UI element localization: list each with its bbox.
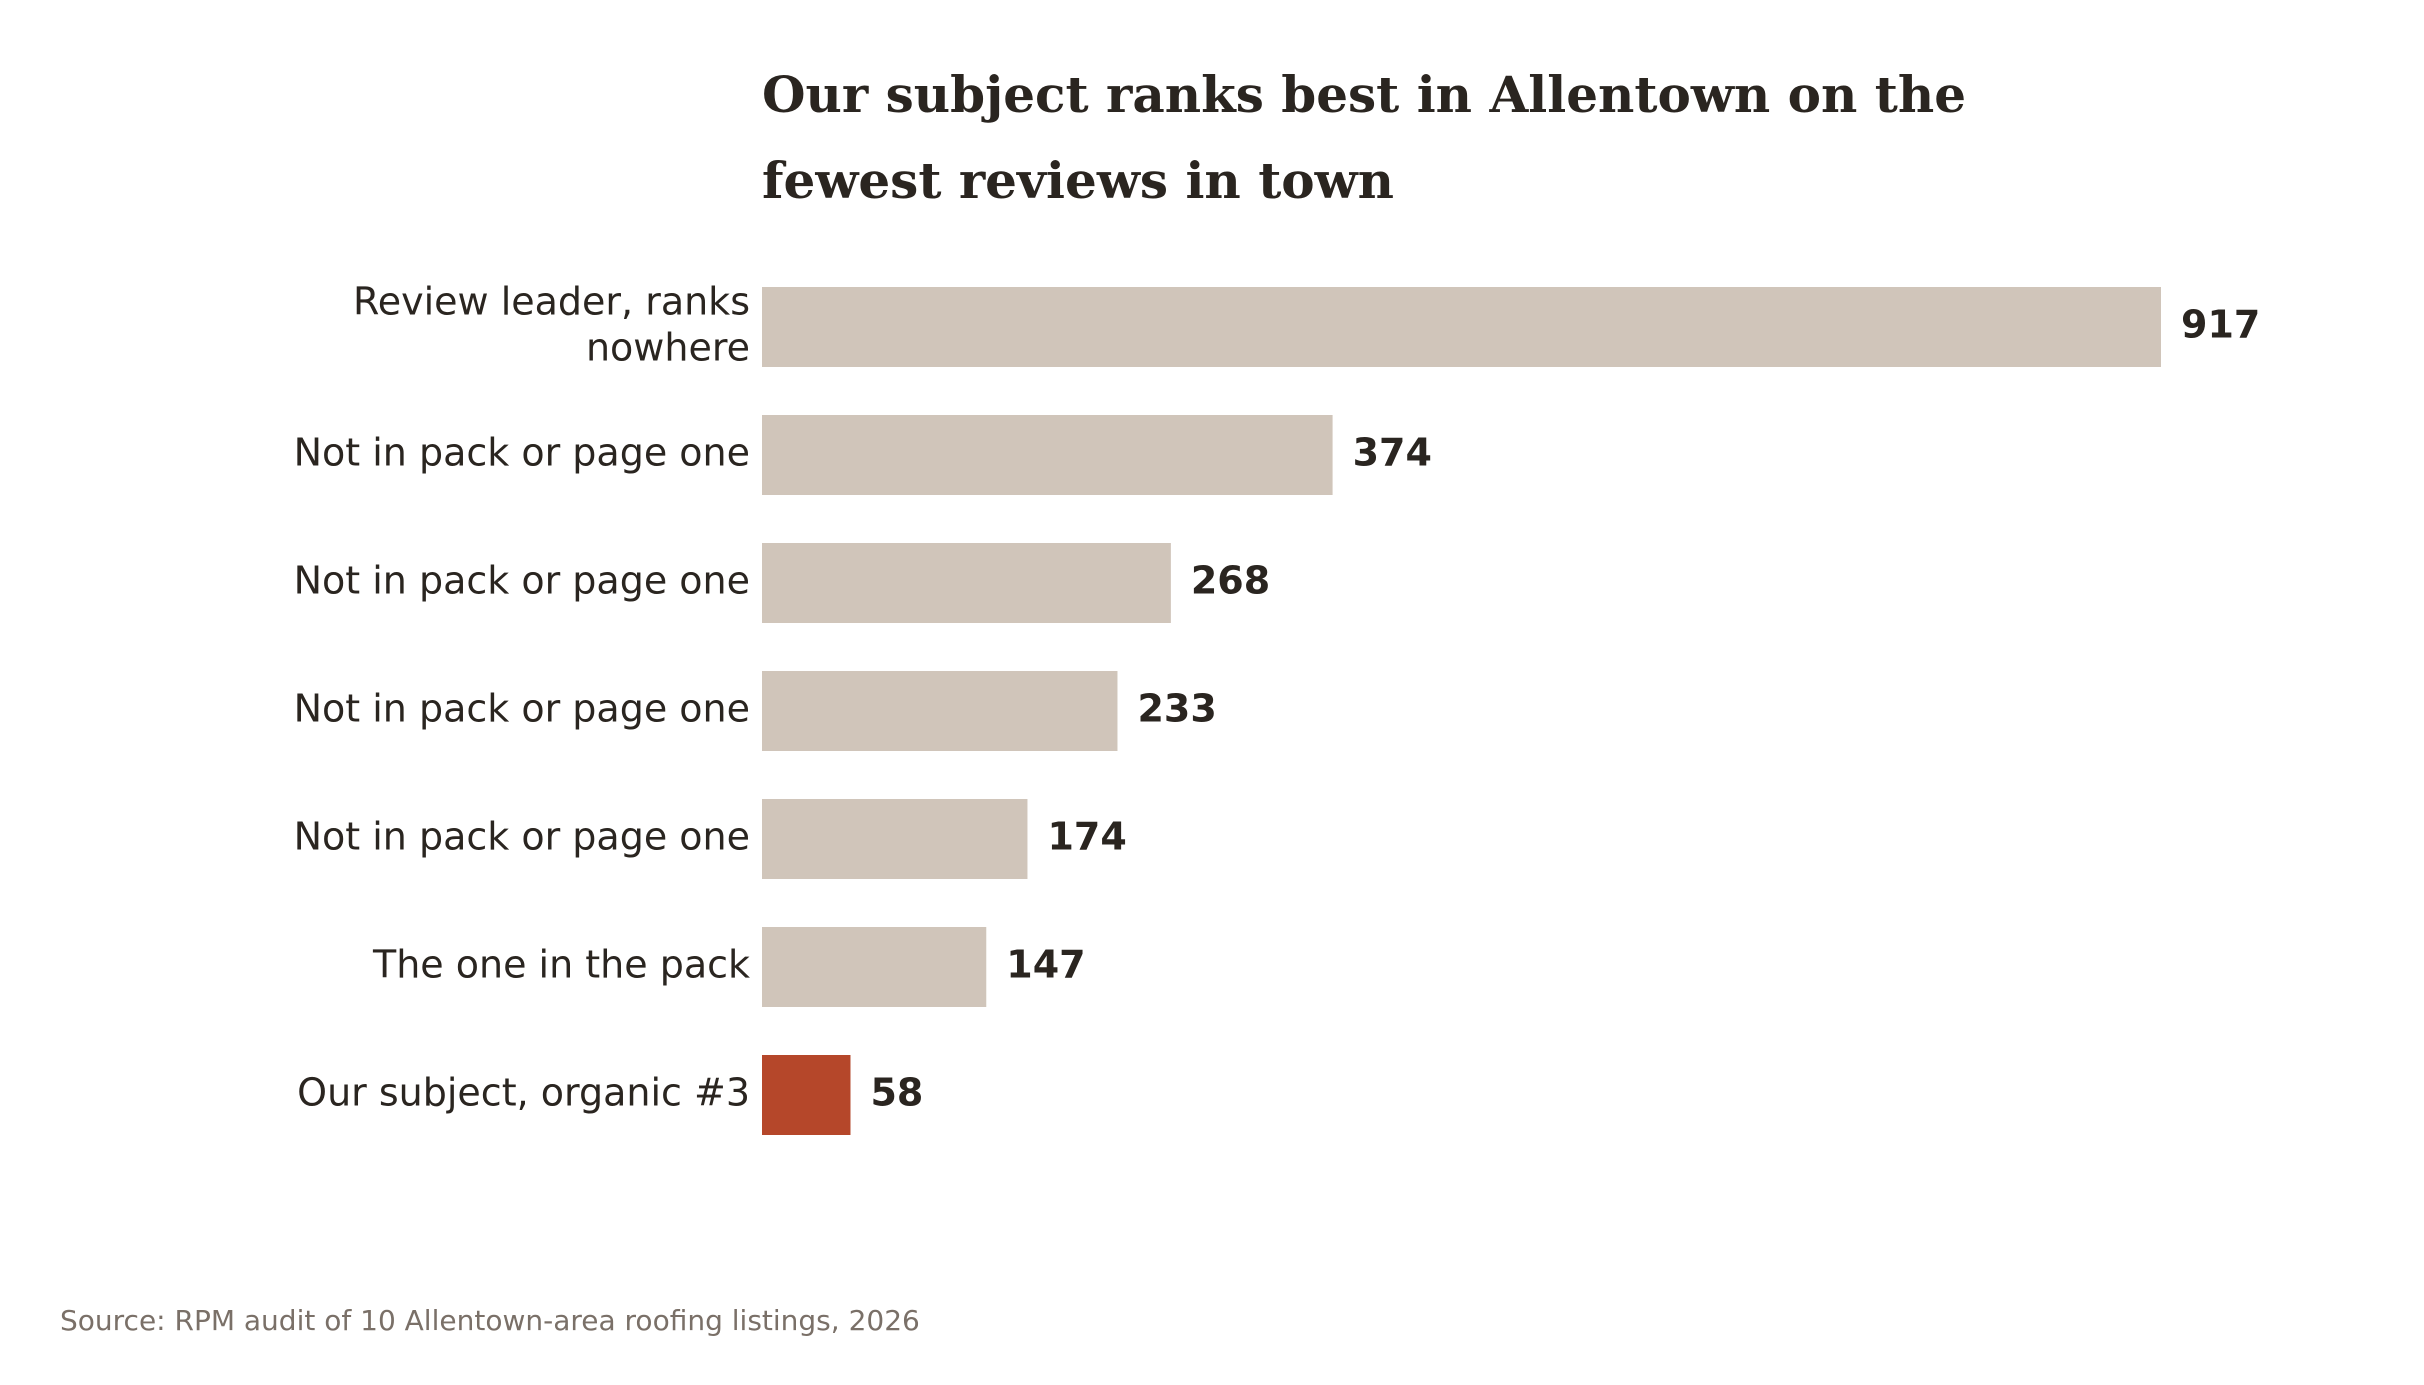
chart-title-line-1: Our subject ranks best in Allentown on t… xyxy=(762,65,1966,124)
bar xyxy=(762,287,2161,367)
bar xyxy=(762,927,987,1007)
bar xyxy=(762,415,1333,495)
bar xyxy=(762,799,1028,879)
value-label: 374 xyxy=(1353,431,1432,475)
category-label: Not in pack or page one xyxy=(294,687,750,731)
category-label: The one in the pack xyxy=(372,943,750,987)
category-label: nowhere xyxy=(586,326,750,370)
value-label: 147 xyxy=(1006,943,1085,987)
category-label: Not in pack or page one xyxy=(294,559,750,603)
bar xyxy=(762,671,1118,751)
bar-highlight xyxy=(762,1055,851,1135)
value-label: 917 xyxy=(2181,303,2260,347)
chart-title-line-2: fewest reviews in town xyxy=(762,151,1394,210)
category-label: Not in pack or page one xyxy=(294,431,750,475)
chart-title: Our subject ranks best in Allentown on t… xyxy=(762,65,1966,210)
value-label: 174 xyxy=(1047,815,1126,859)
category-label: Not in pack or page one xyxy=(294,815,750,859)
bar xyxy=(762,543,1171,623)
category-label: Review leader, ranks xyxy=(353,280,750,324)
category-label: Our subject, organic #3 xyxy=(297,1071,750,1115)
value-label: 233 xyxy=(1137,687,1216,731)
source-note: Source: RPM audit of 10 Allentown-area r… xyxy=(60,1304,920,1337)
value-label: 268 xyxy=(1191,559,1270,603)
value-label: 58 xyxy=(870,1071,923,1115)
